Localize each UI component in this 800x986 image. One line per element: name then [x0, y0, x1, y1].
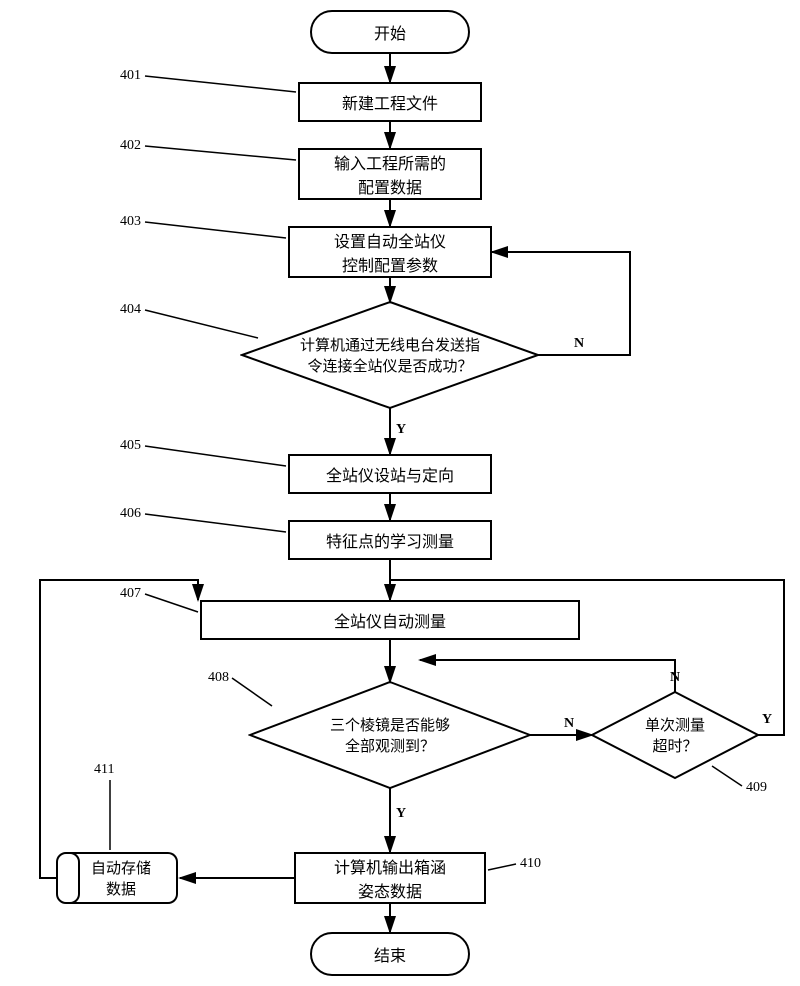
- flowchart-canvas: 开始 新建工程文件 输入工程所需的 配置数据 设置自动全站仪 控制配置参数 计算…: [0, 0, 800, 986]
- ref-408: 408: [208, 670, 229, 686]
- decision-409: 单次测量 超时？: [590, 690, 760, 780]
- decision-409-text: 单次测量 超时？: [645, 714, 705, 756]
- storage-411-text: 自动存储 数据: [91, 857, 151, 899]
- ref-406: 406: [120, 506, 141, 522]
- process-407-text: 全站仪自动测量: [334, 608, 446, 632]
- ref-401: 401: [120, 68, 141, 84]
- ref-404: 404: [120, 302, 141, 318]
- process-402-text: 输入工程所需的 配置数据: [334, 150, 446, 198]
- label-408-n: N: [564, 716, 574, 732]
- process-401-text: 新建工程文件: [342, 90, 438, 114]
- process-403: 设置自动全站仪 控制配置参数: [288, 226, 492, 278]
- ref-403: 403: [120, 214, 141, 230]
- storage-411: 自动存储 数据: [66, 852, 178, 904]
- ref-402: 402: [120, 138, 141, 154]
- process-403-text: 设置自动全站仪 控制配置参数: [334, 228, 446, 276]
- start-label: 开始: [374, 20, 406, 44]
- process-405: 全站仪设站与定向: [288, 454, 492, 494]
- ref-411: 411: [94, 762, 114, 778]
- label-408-y: Y: [396, 806, 406, 822]
- process-402: 输入工程所需的 配置数据: [298, 148, 482, 200]
- process-410-text: 计算机输出箱涵 姿态数据: [334, 854, 446, 902]
- decision-408-text: 三个棱镜是否能够 全部观测到？: [330, 714, 450, 756]
- label-404-n: N: [574, 336, 584, 352]
- process-406: 特征点的学习测量: [288, 520, 492, 560]
- process-406-text: 特征点的学习测量: [326, 528, 454, 552]
- ref-410: 410: [520, 856, 541, 872]
- end-label: 结束: [374, 942, 406, 966]
- process-407: 全站仪自动测量: [200, 600, 580, 640]
- process-405-text: 全站仪设站与定向: [326, 462, 454, 486]
- decision-408: 三个棱镜是否能够 全部观测到？: [248, 680, 532, 790]
- ref-407: 407: [120, 586, 141, 602]
- process-401: 新建工程文件: [298, 82, 482, 122]
- decision-404: 计算机通过无线电台发送指 令连接全站仪是否成功？: [240, 300, 540, 410]
- label-409-n: N: [670, 670, 680, 686]
- terminator-start: 开始: [310, 10, 470, 54]
- decision-404-text: 计算机通过无线电台发送指 令连接全站仪是否成功？: [300, 334, 480, 376]
- terminator-end: 结束: [310, 932, 470, 976]
- label-409-y: Y: [762, 712, 772, 728]
- ref-409: 409: [746, 780, 767, 796]
- label-404-y: Y: [396, 422, 406, 438]
- process-410: 计算机输出箱涵 姿态数据: [294, 852, 486, 904]
- ref-405: 405: [120, 438, 141, 454]
